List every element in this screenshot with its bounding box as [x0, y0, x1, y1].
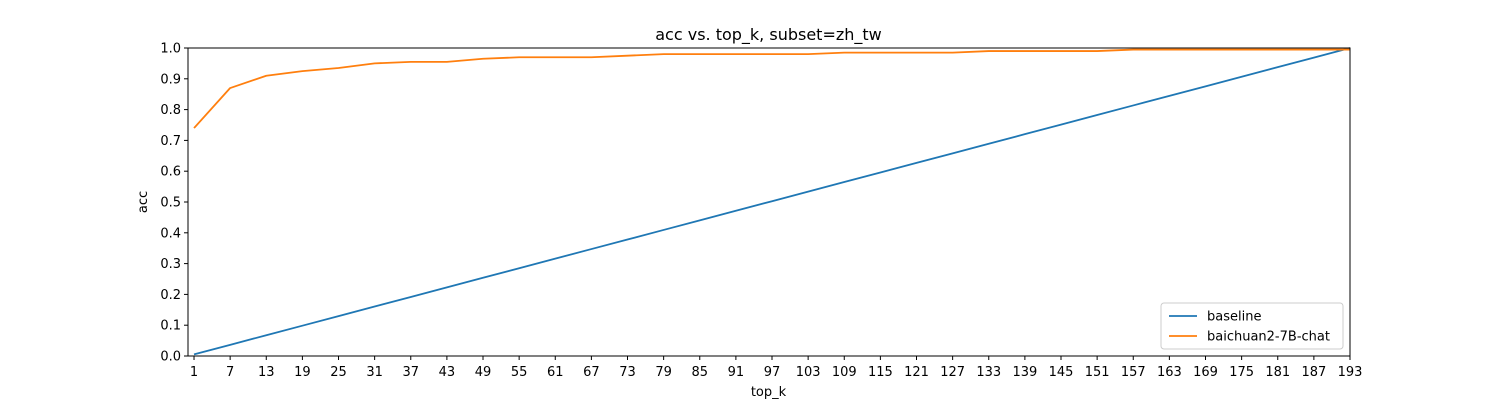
x-tick-label: 43 — [439, 365, 456, 380]
x-tick-label: 187 — [1301, 365, 1326, 380]
chart-title: acc vs. top_k, subset=zh_tw — [655, 25, 882, 45]
x-tick-label: 37 — [402, 365, 419, 380]
legend: baseline baichuan2-7B-chat — [1160, 302, 1344, 350]
y-tick-label: 0.5 — [160, 196, 181, 211]
x-tick-label: 79 — [655, 365, 672, 380]
y-tick-label: 1.0 — [160, 42, 181, 57]
y-tick-label: 0.8 — [160, 103, 181, 118]
x-tick-label: 73 — [619, 365, 636, 380]
x-tick-label: 181 — [1265, 365, 1290, 380]
x-axis-label: top_k — [751, 385, 787, 400]
x-tick-label: 55 — [511, 365, 528, 380]
x-tick-label: 121 — [904, 365, 929, 380]
x-tick-label: 97 — [764, 365, 781, 380]
series-line-0 — [193, 47, 1351, 356]
x-tick-label: 67 — [583, 365, 600, 380]
x-tick-label: 1 — [190, 365, 198, 380]
x-tick-label: 133 — [976, 365, 1001, 380]
x-tick-label: 91 — [728, 365, 745, 380]
y-tick-label: 0.1 — [160, 319, 181, 334]
series-line-1 — [193, 48, 1350, 129]
legend-entry-0: baseline — [1207, 310, 1261, 325]
x-tick-label: 19 — [294, 365, 311, 380]
x-tick-label: 169 — [1193, 365, 1218, 380]
y-tick-label: 0.7 — [160, 134, 181, 149]
y-tick-label: 0.3 — [160, 257, 181, 272]
x-tick-label: 157 — [1121, 365, 1146, 380]
x-tick-label: 151 — [1085, 365, 1110, 380]
y-tick-label: 0.0 — [160, 350, 181, 365]
x-axis: 1 7 13 19 25 31 37 43 49 55 61 67 73 79 85 91 97 103 109 11… — [190, 356, 1363, 380]
x-tick-label: 145 — [1049, 365, 1074, 380]
x-tick-label: 13 — [258, 365, 275, 380]
y-axis-label: acc — [136, 191, 151, 213]
x-tick-label: 31 — [366, 365, 383, 380]
y-tick-label: 0.6 — [160, 165, 181, 180]
x-tick-label: 115 — [868, 365, 893, 380]
legend-entry-1: baichuan2-7B-chat — [1207, 330, 1330, 345]
x-tick-label: 193 — [1338, 365, 1363, 380]
y-tick-label: 0.2 — [160, 288, 181, 303]
x-tick-label: 127 — [940, 365, 965, 380]
x-tick-label: 25 — [330, 365, 347, 380]
x-tick-label: 61 — [547, 365, 564, 380]
x-tick-label: 139 — [1012, 365, 1037, 380]
x-tick-label: 7 — [226, 365, 234, 380]
x-tick-label: 175 — [1229, 365, 1254, 380]
legend-box — [1160, 302, 1344, 350]
x-tick-label: 109 — [832, 365, 857, 380]
x-tick-label: 163 — [1157, 365, 1182, 380]
y-axis: 0.0 0.1 0.2 0.3 0.4 0.5 0.6 0.7 0.8 0.9 1.0 — [160, 42, 188, 365]
x-tick-label: 85 — [691, 365, 708, 380]
x-tick-label: 49 — [475, 365, 492, 380]
x-tick-label: 103 — [796, 365, 821, 380]
y-tick-label: 0.4 — [160, 226, 181, 241]
y-tick-label: 0.9 — [160, 72, 181, 87]
